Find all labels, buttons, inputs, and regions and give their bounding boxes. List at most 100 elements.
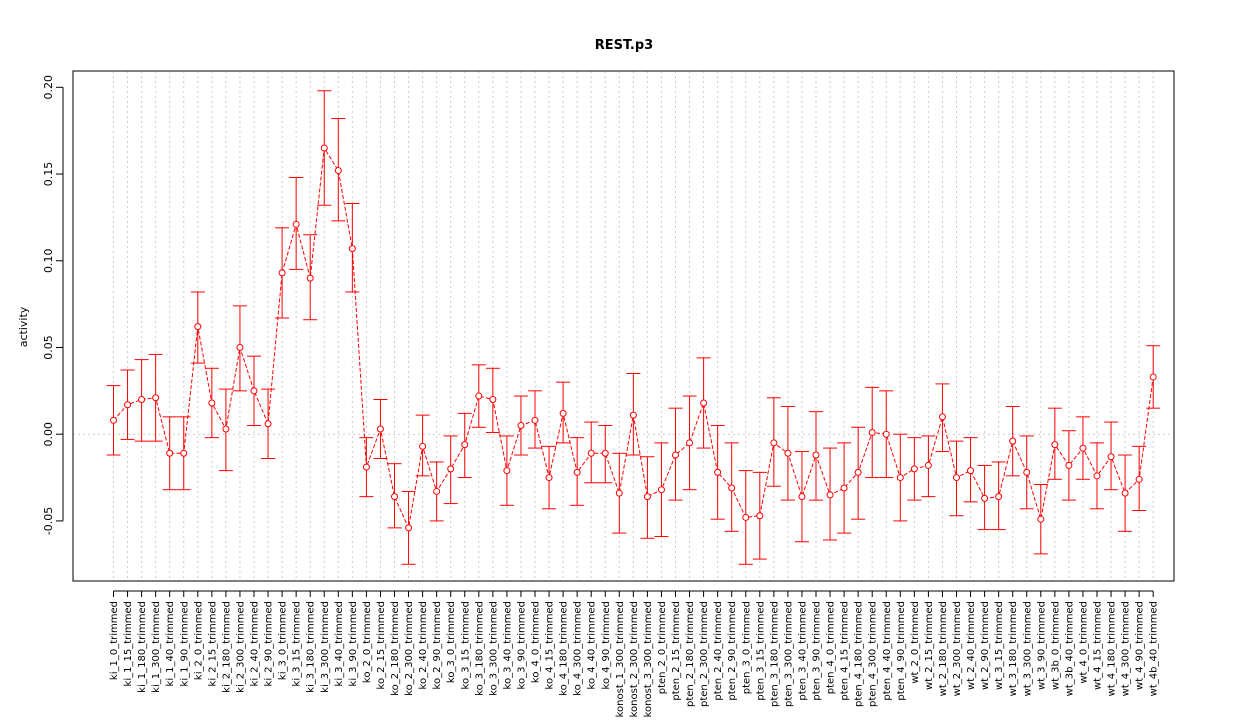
data-point: [629, 411, 637, 419]
x-tick-label: ki_1_300_trimmed: [151, 601, 162, 693]
x-tick-label: ki_3_15_trimmed: [292, 601, 303, 686]
data-point: [967, 467, 975, 475]
data-point: [1065, 461, 1073, 469]
x-tick-label: ko_2_40_trimmed: [418, 601, 429, 689]
x-tick-label: wt_4_300_trimmed: [1121, 601, 1132, 696]
data-point: [686, 439, 694, 447]
x-tick-label: ki_3_90_trimmed: [348, 601, 359, 686]
data-point: [953, 474, 960, 482]
data-point: [222, 425, 230, 433]
x-tick-label: ki_2_15_trimmed: [207, 601, 218, 686]
x-tick-label: ko_4_180_trimmed: [559, 601, 570, 696]
data-point: [447, 465, 455, 473]
x-tick-label: konost_3_300_trimmed: [643, 601, 654, 717]
data-point: [124, 401, 132, 409]
data-point: [166, 449, 174, 457]
x-tick-label: wt_2_40_trimmed: [966, 601, 977, 690]
data-point: [798, 493, 806, 501]
data-point: [672, 451, 679, 459]
data-point: [924, 461, 932, 469]
data-point: [854, 468, 862, 476]
x-tick-label: pten_4_300_trimmed: [868, 601, 879, 707]
x-tick-label: pten_2_90_trimmed: [727, 601, 738, 701]
data-point: [433, 487, 441, 495]
data-point: [362, 463, 370, 471]
data-point: [545, 474, 553, 482]
data-point: [615, 489, 623, 497]
data-point: [250, 387, 258, 395]
x-tick-label: wt_3b_0_trimmed: [1050, 601, 1061, 690]
data-point: [882, 430, 890, 438]
data-point: [419, 442, 427, 450]
data-point: [756, 512, 764, 520]
x-tick-label: pten_4_90_trimmed: [896, 601, 907, 701]
data-point: [1009, 437, 1017, 445]
x-tick-label: wt_4b_40_trimmed: [1149, 601, 1160, 696]
y-tick-label: 0.20: [42, 75, 55, 100]
x-tick-label: wt_3_15_trimmed: [994, 601, 1005, 690]
data-point: [1079, 444, 1087, 452]
x-tick-label: ko_2_0_trimmed: [362, 601, 373, 683]
data-point: [657, 486, 665, 494]
data-point: [278, 269, 286, 277]
data-point: [742, 513, 750, 521]
data-point: [896, 474, 904, 482]
x-tick-label: wt_4_180_trimmed: [1107, 601, 1118, 696]
x-tick-label: ki_1_90_trimmed: [179, 601, 190, 686]
y-tick-label: 0.10: [42, 249, 55, 274]
data-point: [840, 484, 848, 492]
plot-frame: [72, 70, 1175, 582]
data-point: [826, 491, 834, 499]
x-tick-label: pten_3_90_trimmed: [812, 601, 823, 701]
data-point: [152, 394, 160, 402]
data-point: [938, 413, 946, 421]
x-tick-label: konost_1_300_trimmed: [615, 601, 626, 717]
x-tick-label: ko_2_180_trimmed: [390, 601, 401, 696]
y-tick-label: 0.15: [42, 162, 55, 187]
x-tick-label: pten_4_0_trimmed: [826, 601, 837, 694]
data-point: [601, 449, 609, 457]
x-tick-label: pten_3_180_trimmed: [769, 601, 780, 707]
x-tick-label: wt_3b_40_trimmed: [1064, 601, 1075, 696]
data-point: [1051, 441, 1059, 449]
x-tick-label: ki_2_0_trimmed: [193, 601, 204, 680]
x-tick-label: ko_3_0_trimmed: [446, 601, 457, 683]
x-tick-label: wt_2_15_trimmed: [924, 601, 935, 690]
x-tick-label: ko_2_90_trimmed: [432, 601, 443, 689]
data-point: [236, 343, 244, 351]
data-point: [559, 409, 567, 417]
data-point: [1135, 475, 1143, 483]
data-point: [475, 392, 483, 400]
x-tick-label: ki_1_0_trimmed: [109, 601, 120, 680]
x-tick-label: ko_2_300_trimmed: [404, 601, 415, 696]
x-tick-label: wt_4_0_trimmed: [1078, 601, 1089, 684]
chart-title: REST.p3: [595, 38, 653, 53]
data-point: [1093, 472, 1101, 480]
data-point: [910, 465, 918, 473]
data-point: [995, 493, 1003, 501]
x-tick-label: ko_3_90_trimmed: [516, 601, 527, 689]
x-tick-label: ko_4_90_trimmed: [601, 601, 612, 689]
y-tick-label: -0.05: [42, 507, 55, 535]
x-tick-label: ko_4_15_trimmed: [545, 601, 556, 689]
data-point: [334, 167, 342, 175]
x-tick-label: ki_1_40_trimmed: [165, 601, 176, 686]
x-tick-label: wt_2_90_trimmed: [980, 601, 991, 690]
x-tick-label: ko_2_15_trimmed: [376, 601, 387, 689]
data-point: [700, 399, 708, 407]
x-tick-label: ko_4_300_trimmed: [573, 601, 584, 696]
data-point: [812, 451, 820, 459]
data-point: [1107, 453, 1115, 461]
x-tick-label: ko_4_0_trimmed: [531, 601, 542, 683]
data-point: [728, 484, 736, 492]
data-point: [643, 493, 651, 501]
x-tick-label: ki_1_15_trimmed: [123, 601, 134, 686]
x-tick-label: ki_2_180_trimmed: [221, 601, 232, 693]
series-activity: [106, 90, 1161, 565]
data-point: [110, 416, 117, 424]
data-point: [489, 396, 497, 404]
x-tick-label: ki_2_90_trimmed: [264, 601, 275, 686]
data-point: [194, 323, 202, 331]
x-tick-label: wt_3_300_trimmed: [1022, 601, 1033, 696]
data-point: [208, 399, 216, 407]
